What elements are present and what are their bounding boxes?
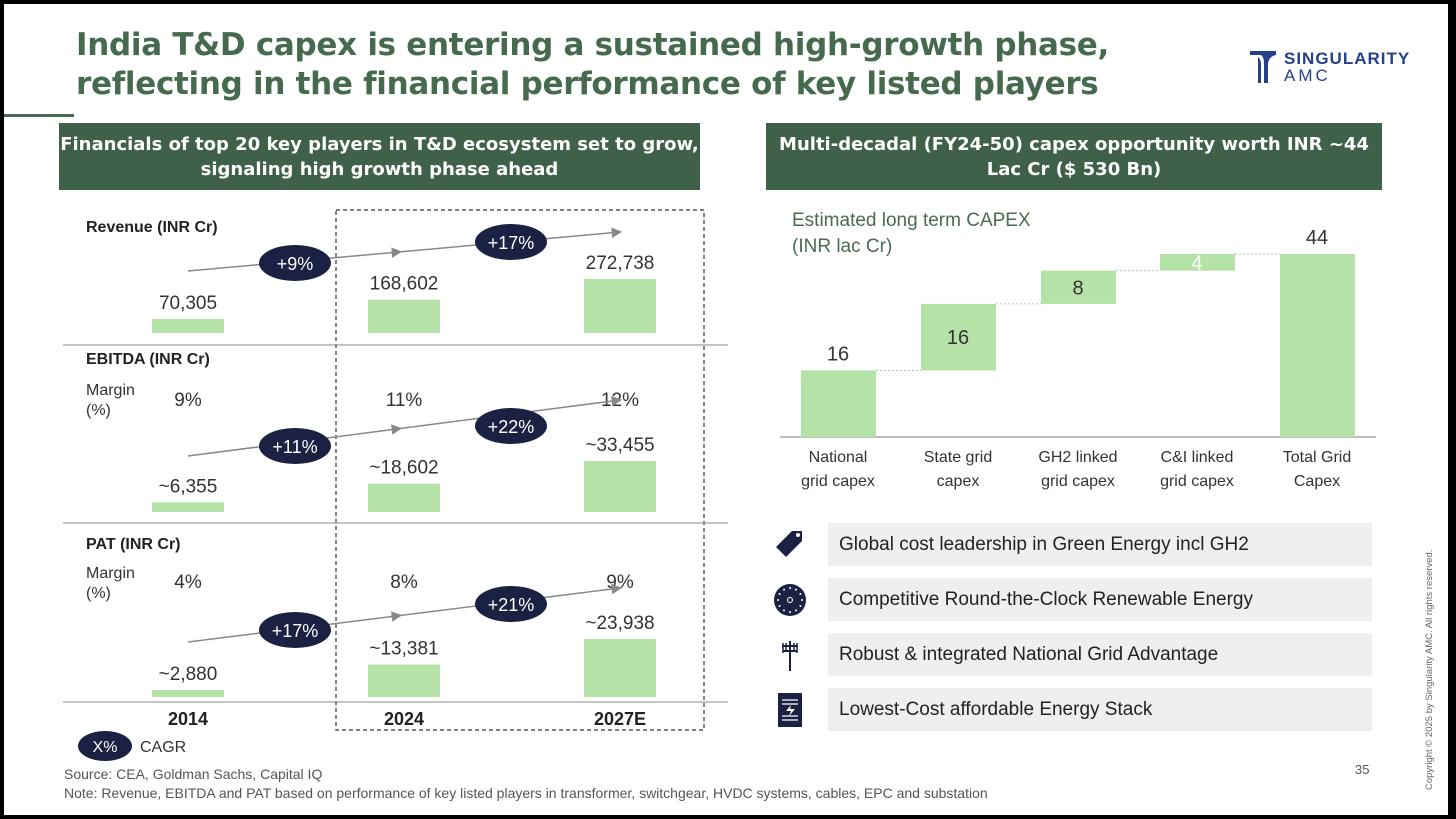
bar-value-label: ~23,938 <box>585 613 654 634</box>
waterfall-value: 16 <box>827 343 849 365</box>
waterfall-value: 44 <box>1306 227 1328 249</box>
clock-dial-icon <box>772 582 808 618</box>
bar-value-label: 168,602 <box>370 274 439 295</box>
category-label: GH2 linked <box>1038 449 1117 466</box>
cagr-badge <box>475 586 547 622</box>
source-text: Source: CEA, Goldman Sachs, Capital IQ <box>64 766 323 782</box>
waterfall-value: 16 <box>947 327 969 349</box>
logo-mark-icon <box>1250 51 1276 83</box>
bar-pat-2024 <box>368 664 440 697</box>
bar-ebitda-2027e <box>584 461 656 512</box>
advantage-item: Robust & integrated National Grid Advant… <box>828 633 1372 676</box>
title-underline <box>4 114 74 117</box>
bar-revenue-2027e <box>584 279 656 333</box>
waterfall-bar <box>921 303 996 371</box>
legend-cagr-label: CAGR <box>140 739 186 756</box>
bar-value-label: ~13,381 <box>369 639 438 660</box>
energy-document-icon <box>772 692 808 728</box>
category-label: grid capex <box>1041 473 1115 490</box>
cagr-value: +21% <box>488 595 535 615</box>
margin-value: 11% <box>386 390 423 411</box>
advantage-item: Lowest-Cost affordable Energy Stack <box>828 688 1372 731</box>
waterfall-title: Estimated long term CAPEX <box>792 210 1031 231</box>
bar-ebitda-2014 <box>152 502 224 512</box>
waterfall-bar <box>801 370 876 437</box>
cagr-value: +9% <box>277 254 314 274</box>
advantage-item: Competitive Round-the-Clock Renewable En… <box>828 578 1372 621</box>
power-pylon-icon <box>772 637 808 673</box>
category-label: Total Grid <box>1283 449 1351 466</box>
trend-arrow-mid <box>389 247 403 258</box>
legend-cagr-marker <box>78 731 132 761</box>
waterfall-bar <box>1280 254 1355 437</box>
note-text: Note: Revenue, EBITDA and PAT based on p… <box>64 785 988 801</box>
trend-arrow-mid <box>389 424 403 435</box>
bar-value-label: ~18,602 <box>369 458 438 479</box>
category-label: capex <box>937 473 980 490</box>
margin-value: 4% <box>174 572 202 593</box>
cagr-badge <box>259 428 331 464</box>
bar-value-label: 70,305 <box>159 293 217 314</box>
logo-sub: AMC <box>1284 66 1331 85</box>
trend-arrow <box>187 227 623 272</box>
waterfall-bar <box>1041 270 1116 304</box>
trend-arrow <box>187 583 623 643</box>
category-label: grid capex <box>801 473 875 490</box>
cagr-value: +17% <box>272 621 319 641</box>
cagr-value: +11% <box>272 437 317 457</box>
bar-value-label: ~6,355 <box>159 476 218 497</box>
footer-notes: Source: CEA, Goldman Sachs, Capital IQ N… <box>64 765 988 803</box>
year-label: 2027E <box>594 709 646 729</box>
cagr-badge <box>475 408 547 444</box>
logo: SINGULARITY AMC <box>1250 50 1410 84</box>
margin-label: Margin (%) <box>86 382 135 419</box>
metric-title: PAT (INR Cr) <box>86 536 181 553</box>
bar-ebitda-2024 <box>368 483 440 512</box>
bar-pat-2014 <box>152 690 224 697</box>
waterfall-value: 4 <box>1191 252 1202 274</box>
bar-revenue-2014 <box>152 319 224 333</box>
category-label: C&I linked <box>1161 449 1234 466</box>
category-label: National <box>809 449 868 466</box>
right-panel-header: Multi-decadal (FY24-50) capex opportunit… <box>766 123 1382 190</box>
cagr-value: +22% <box>488 417 535 437</box>
category-label: Capex <box>1294 473 1340 490</box>
metric-title: EBITDA (INR Cr) <box>86 351 210 368</box>
category-label: grid capex <box>1160 473 1234 490</box>
waterfall-bar <box>1160 254 1235 271</box>
bar-value-label: 272,738 <box>586 253 655 274</box>
left-panel-header: Financials of top 20 key players in T&D … <box>59 123 700 190</box>
cagr-badge <box>259 612 331 648</box>
bar-pat-2027e <box>584 639 656 697</box>
category-label: State grid <box>924 449 992 466</box>
cagr-badge <box>475 224 547 260</box>
bar-revenue-2024 <box>368 299 440 333</box>
waterfall-value: 8 <box>1072 277 1083 299</box>
page-title: India T&D capex is entering a sustained … <box>76 27 1109 102</box>
cagr-value: +17% <box>488 233 535 253</box>
margin-value: 9% <box>174 390 202 411</box>
advantage-item: Global cost leadership in Green Energy i… <box>828 523 1372 566</box>
cagr-badge <box>259 245 331 281</box>
margin-value: 8% <box>390 572 418 593</box>
bar-value-label: ~33,455 <box>585 435 654 456</box>
margin-label: Margin (%) <box>86 565 135 602</box>
metric-title: Revenue (INR Cr) <box>86 219 218 236</box>
waterfall-title: (INR lac Cr) <box>792 236 892 257</box>
trend-arrow-mid <box>389 611 403 622</box>
logo-name: SINGULARITY <box>1284 49 1411 68</box>
price-tag-icon <box>772 527 808 563</box>
legend-marker-text: X% <box>93 739 118 756</box>
year-label: 2014 <box>168 709 208 729</box>
copyright: Copyright © 2025 by Singularity AMC. All… <box>1424 549 1435 790</box>
highlight-box-2024-2027e <box>335 209 705 731</box>
year-label: 2024 <box>384 709 424 729</box>
bar-value-label: ~2,880 <box>159 664 218 685</box>
page-number: 35 <box>1355 762 1370 777</box>
